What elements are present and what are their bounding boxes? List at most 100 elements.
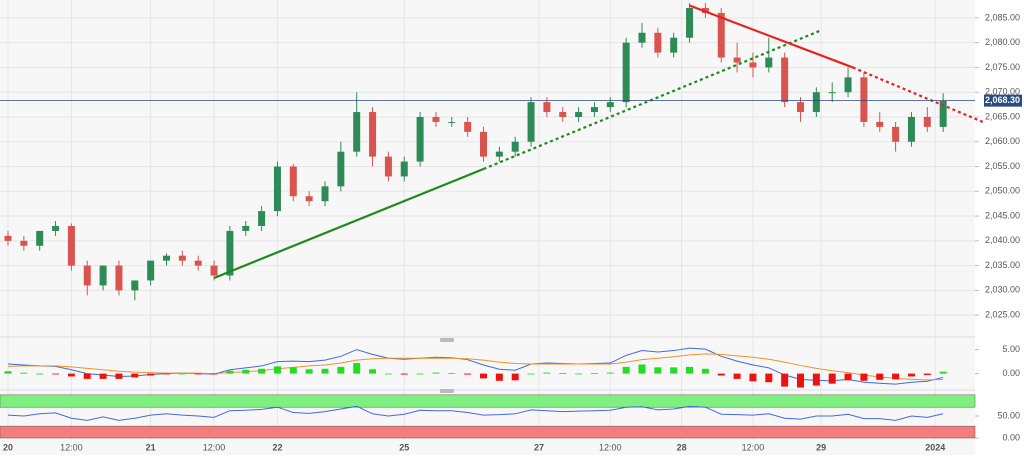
histogram-bar (860, 373, 868, 381)
y-tick-label: 2,040.00 (985, 235, 1020, 245)
y-tick-label: 2,060.00 (985, 136, 1020, 146)
y-tick-label: 5.00 (1002, 344, 1020, 354)
candle-body (527, 102, 535, 142)
histogram-bar (781, 373, 789, 387)
candle-body (749, 62, 757, 68)
histogram-bar (939, 371, 947, 374)
resize-handle[interactable] (440, 389, 454, 393)
candle-body (781, 57, 789, 103)
candle-body (923, 116, 931, 127)
y-tick-label: 2,035.00 (985, 260, 1020, 270)
candle-body (606, 102, 614, 108)
candle-body (797, 102, 804, 113)
y-tick-label: 2,030.00 (985, 285, 1020, 295)
candle-body (258, 211, 266, 226)
histogram-bar (131, 373, 139, 378)
histogram-bar (115, 373, 123, 379)
histogram-bar (20, 372, 28, 374)
resize-handle[interactable] (440, 338, 454, 342)
histogram-bar (892, 373, 900, 380)
x-tick-label: 2024 (925, 442, 945, 452)
candle-body (384, 156, 392, 177)
histogram-bar (828, 373, 836, 384)
candle-body (400, 161, 408, 177)
y-tick-label: 2,025.00 (985, 310, 1020, 320)
candle-body (828, 92, 836, 94)
histogram-bar (638, 364, 646, 374)
histogram-bar (67, 373, 75, 377)
candle-body (369, 112, 377, 157)
y-tick-label: 2,045.00 (985, 210, 1020, 220)
histogram-bar (369, 369, 377, 374)
trendline (213, 167, 484, 280)
histogram-bar (717, 373, 725, 376)
histogram-bar (36, 373, 44, 375)
trendline (483, 29, 822, 171)
histogram-bar (163, 373, 170, 375)
candle-body (670, 37, 678, 53)
candle-body (892, 126, 900, 142)
x-tick-label: 21 (146, 442, 156, 452)
candle-body (654, 32, 662, 53)
candle-body (305, 196, 313, 202)
histogram-bar (178, 373, 186, 375)
candle-body (622, 42, 630, 103)
candle-body (337, 151, 345, 187)
last-price-box (984, 94, 1022, 107)
histogram-bar (258, 368, 266, 374)
candle-body (575, 112, 583, 117)
x-tick-label: 12:00 (599, 442, 622, 452)
histogram-bar (4, 371, 12, 374)
candle-body (20, 240, 28, 246)
candle-body (36, 230, 44, 246)
histogram-bar (448, 373, 456, 374)
y-tick-label: 0.00 (1002, 368, 1020, 378)
histogram-bar (384, 373, 392, 375)
candle-body (590, 107, 598, 113)
last-price-label: 2,068.30 (985, 95, 1020, 105)
histogram-bar (511, 373, 519, 381)
histogram-bar (321, 368, 329, 374)
histogram-bar (273, 366, 281, 374)
candle-body (876, 121, 884, 127)
histogram-bar (400, 373, 408, 375)
candle-body (860, 77, 868, 122)
candle-body (638, 32, 646, 43)
y-tick-label: 2,085.00 (985, 12, 1020, 22)
x-tick-label: 27 (534, 442, 544, 452)
histogram-bar (210, 373, 218, 375)
y-tick-label: 50.00 (997, 410, 1020, 420)
y-tick-label: 2,080.00 (985, 37, 1020, 47)
candle-body (67, 225, 75, 266)
histogram-bar (559, 373, 567, 374)
y-tick-label: 2,055.00 (985, 161, 1020, 171)
histogram-bar (765, 373, 773, 383)
histogram-bar (527, 373, 535, 375)
histogram-bar (337, 366, 345, 374)
candle-body (812, 92, 820, 113)
histogram-bar (194, 373, 202, 375)
histogram-bar (590, 373, 598, 374)
histogram-bar (543, 372, 551, 374)
histogram-bar (305, 369, 313, 374)
candle-body (733, 57, 741, 63)
y-tick-label: 2,075.00 (985, 62, 1020, 72)
histogram-bar (749, 373, 757, 382)
candle-body (448, 121, 456, 123)
candle-body (844, 77, 852, 93)
candle-body (83, 265, 91, 286)
x-tick-label: 22 (272, 442, 282, 452)
candle-body (194, 260, 202, 266)
candle-body (432, 116, 440, 122)
candle-body (321, 186, 329, 202)
candle-body (907, 116, 915, 142)
candle-body (226, 230, 234, 276)
zone (0, 394, 976, 408)
candle-body (559, 112, 567, 117)
histogram-bar (812, 373, 820, 386)
candle-body (131, 280, 139, 291)
histogram-bar (686, 366, 694, 374)
zone (0, 425, 976, 439)
